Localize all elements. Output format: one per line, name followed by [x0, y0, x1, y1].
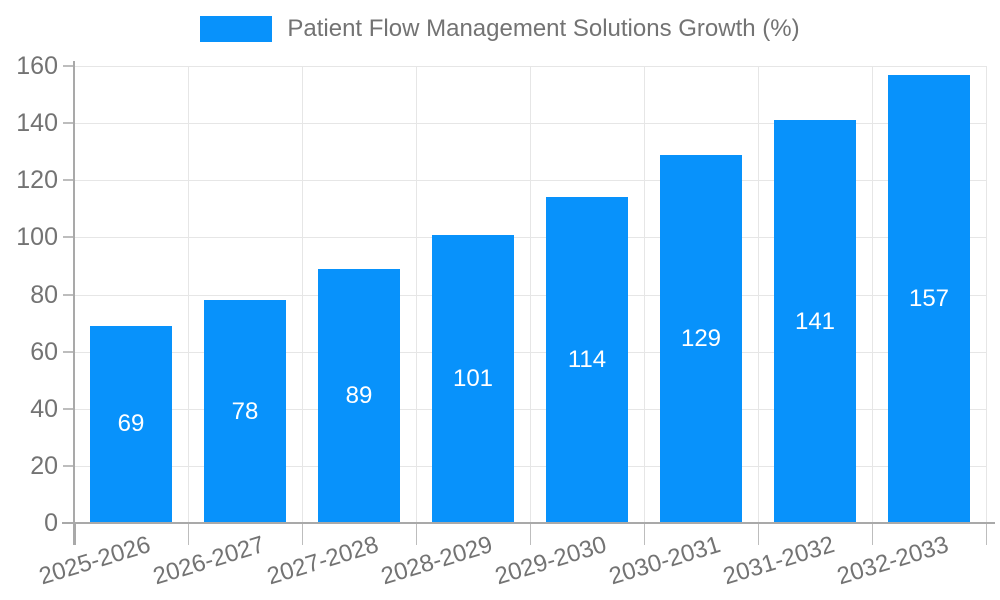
- gridline-vertical: [986, 66, 987, 523]
- bar-value-label: 69: [117, 410, 145, 438]
- y-tick-label: 100: [16, 223, 58, 252]
- x-tick-mark: [986, 523, 987, 545]
- bar-value-label: 101: [452, 364, 494, 392]
- y-tick-mark: [63, 236, 74, 239]
- y-tick-mark: [63, 65, 74, 67]
- bar-value-label: 78: [231, 397, 259, 425]
- gridline-vertical: [644, 66, 645, 523]
- y-tick-label: 140: [16, 109, 58, 138]
- bar: 157: [888, 74, 970, 523]
- x-tick-mark: [644, 523, 645, 545]
- x-axis-label: 2032-2033: [834, 531, 952, 591]
- bar: 78: [204, 300, 286, 523]
- gridline-vertical: [302, 66, 303, 523]
- bar: 141: [774, 120, 856, 523]
- bar: 89: [318, 268, 400, 523]
- bar-value-label: 141: [794, 307, 836, 335]
- x-tick-mark: [302, 523, 303, 545]
- gridline-vertical: [530, 66, 531, 523]
- x-tick-mark: [530, 523, 531, 545]
- x-tick-mark: [416, 523, 417, 545]
- y-tick-label: 60: [30, 337, 58, 366]
- legend-swatch: [200, 16, 273, 42]
- bar: 101: [432, 234, 514, 523]
- bar-value-label: 114: [567, 346, 607, 374]
- bar: 114: [546, 197, 628, 523]
- x-tick-mark: [188, 523, 189, 545]
- x-tick-mark: [872, 523, 873, 545]
- x-axis-label: 2028-2029: [378, 531, 496, 591]
- bar: 129: [660, 154, 742, 523]
- y-tick-label: 120: [16, 166, 58, 195]
- bar: 69: [90, 325, 172, 523]
- legend: Patient Flow Management Solutions Growth…: [0, 15, 1000, 43]
- x-tick-mark: [74, 523, 76, 545]
- bar-value-label: 157: [908, 284, 950, 312]
- x-axis-line: [62, 522, 995, 524]
- gridline-vertical: [188, 66, 189, 523]
- gridline-vertical: [416, 66, 417, 523]
- x-axis-label: 2026-2027: [150, 531, 268, 591]
- bar-value-label: 129: [680, 324, 722, 352]
- y-tick-mark: [63, 407, 74, 410]
- y-tick-label: 40: [30, 394, 58, 423]
- x-axis-label: 2029-2030: [492, 531, 610, 591]
- y-tick-mark: [63, 293, 74, 296]
- y-tick-mark: [63, 179, 74, 182]
- y-tick-label: 160: [16, 52, 58, 80]
- gridline-vertical: [872, 66, 873, 523]
- y-tick-label: 0: [44, 509, 58, 537]
- x-axis-label: 2030-2031: [606, 531, 724, 591]
- y-tick-label: 20: [30, 451, 58, 480]
- legend-label: Patient Flow Management Solutions Growth…: [287, 15, 800, 42]
- y-tick-mark: [63, 464, 74, 467]
- x-axis-label: 2025-2026: [36, 531, 154, 591]
- bar-value-label: 89: [345, 381, 373, 409]
- y-axis-line: [73, 61, 75, 545]
- gridline-vertical: [758, 66, 759, 523]
- y-tick-mark: [63, 122, 74, 125]
- y-tick-label: 80: [30, 280, 58, 309]
- plot-area: 69 78 89 101 114 129 141 157: [74, 66, 987, 523]
- x-axis-label: 2027-2028: [264, 531, 382, 591]
- y-tick-mark: [63, 350, 74, 353]
- x-axis-label: 2031-2032: [720, 531, 838, 591]
- x-tick-mark: [758, 523, 759, 545]
